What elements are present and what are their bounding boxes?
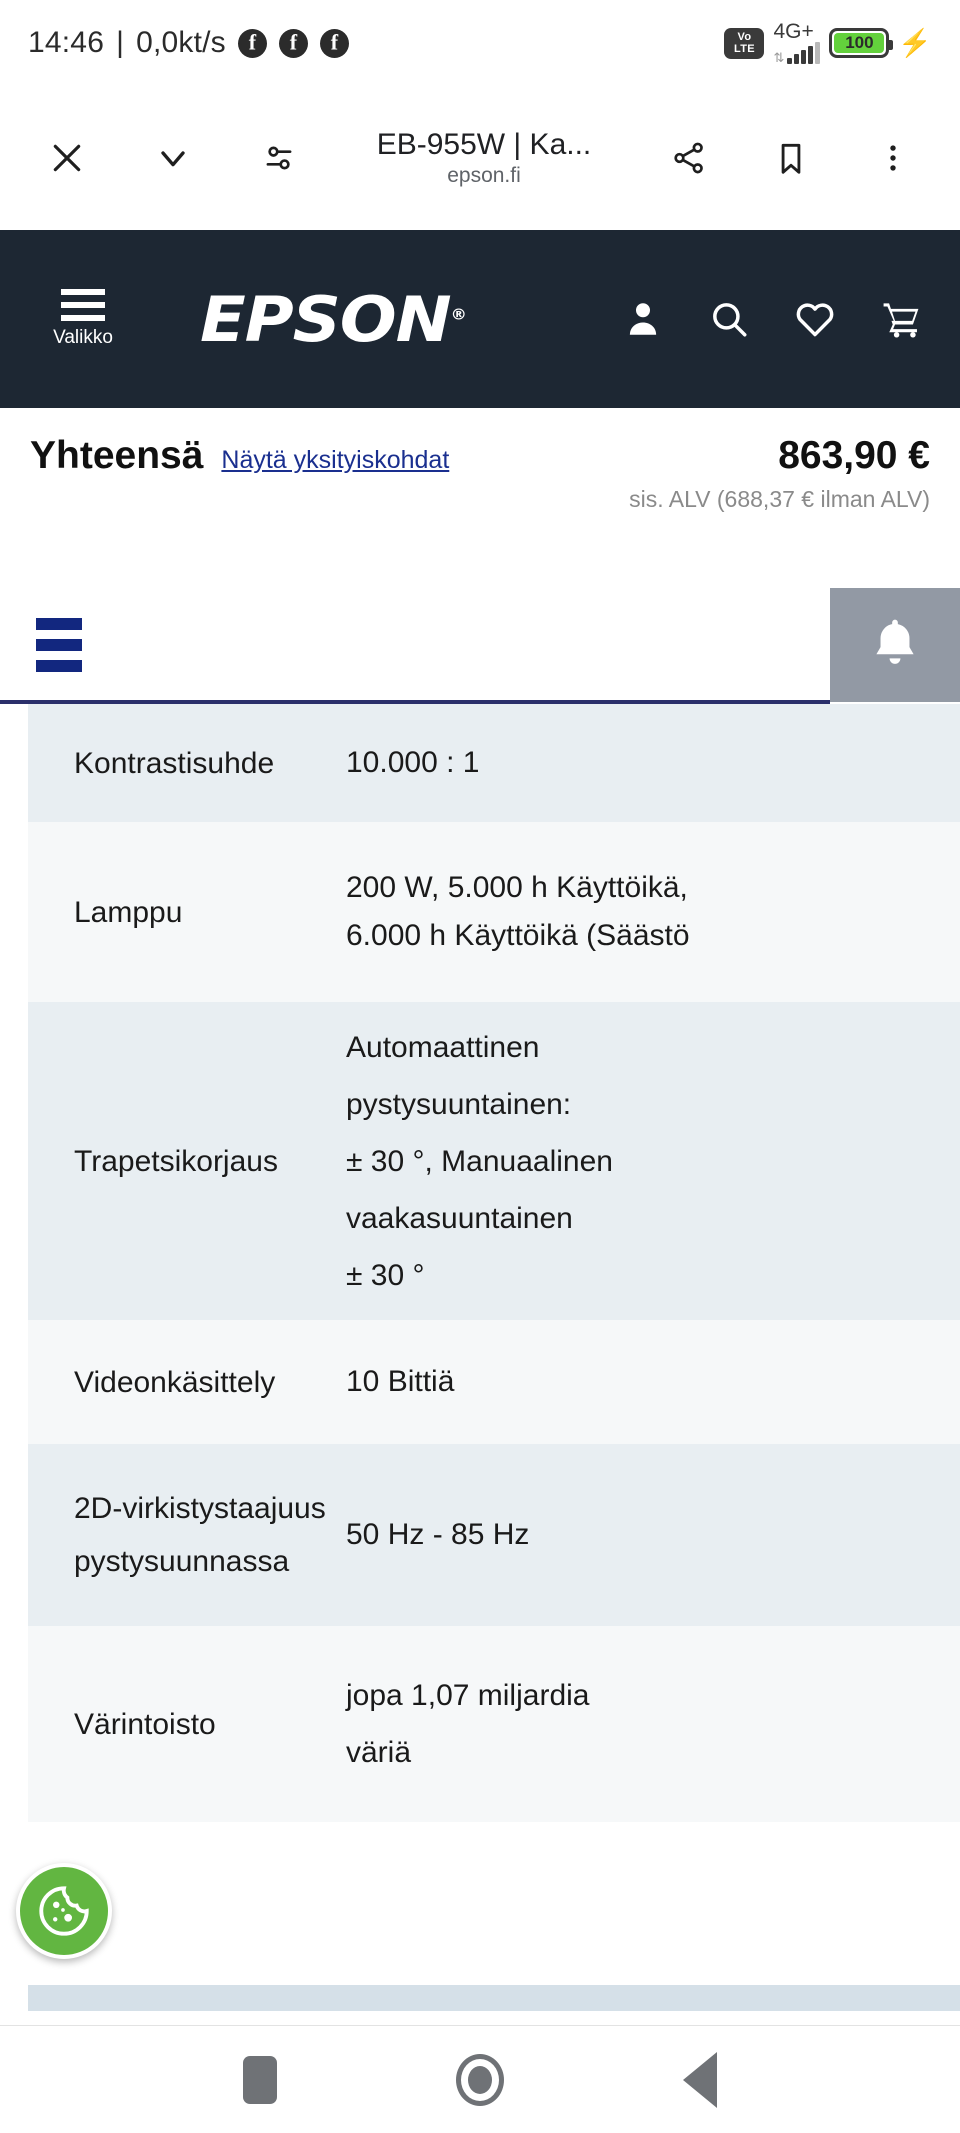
show-details-link[interactable]: Näytä yksityiskohdat <box>221 446 450 474</box>
signal-bars-icon: ⇅ <box>773 42 821 65</box>
page-title: EB-955W | Ka... <box>376 128 592 161</box>
network-speed: 0,0kt/s <box>136 26 226 59</box>
bell-icon <box>876 619 914 664</box>
spec-key: Lamppu <box>74 895 183 929</box>
spec-key: Värintoisto <box>74 1707 216 1741</box>
spec-value: 50 Hz - 85 Hz <box>346 1518 530 1551</box>
total-label: Yhteensä <box>30 434 204 477</box>
total-left-group: Yhteensä Näytä yksityiskohdat <box>30 434 449 478</box>
cookie-icon <box>39 1886 89 1936</box>
total-right-group: 863,90 € sis. ALV (688,37 € ilman ALV) <box>629 434 930 514</box>
spec-value: 10.000 : 1 <box>346 746 480 779</box>
toolbar-divider <box>0 700 830 704</box>
volte-icon: Vo LTE <box>724 27 765 59</box>
spec-key: Trapetsikorjaus <box>74 1144 278 1178</box>
facebook-icon <box>278 28 308 58</box>
status-separator: | <box>116 26 125 59</box>
android-status-bar: 14:46 | 0,0kt/s Vo LTE 4G+ ⇅ 100 ⚡ <box>0 0 960 86</box>
battery-icon: 100 <box>829 28 894 58</box>
notification-bell-button[interactable] <box>830 588 960 702</box>
status-bar-right: Vo LTE 4G+ ⇅ 100 ⚡ <box>724 20 932 65</box>
header-icon-group <box>620 296 924 342</box>
table-row: Värintoisto jopa 1,07 miljardia väriä <box>28 1626 960 1822</box>
volte-line-1: Vo <box>737 31 752 43</box>
status-bar-left: 14:46 | 0,0kt/s <box>28 26 349 60</box>
table-row: Videonkäsittely 10 Bittiä <box>28 1320 960 1444</box>
address-bar[interactable]: EB-955W | Ka... epson.fi <box>310 127 658 189</box>
order-total-block: Yhteensä Näytä yksityiskohdat 863,90 € s… <box>0 408 960 568</box>
table-row: Kontrastisuhde 10.000 : 1 <box>28 704 960 822</box>
hamburger-icon <box>61 289 105 321</box>
epson-logo-text: EPSON <box>200 282 452 356</box>
share-icon[interactable] <box>658 127 720 189</box>
site-header: Valikko EPSON® <box>0 230 960 408</box>
account-icon[interactable] <box>620 296 666 342</box>
spec-key: Videonkäsittely <box>74 1365 276 1399</box>
table-row: 2D-virkistystaajuus pystysuunnassa 50 Hz… <box>28 1444 960 1626</box>
table-menu-button[interactable] <box>36 618 82 672</box>
home-circle-icon[interactable] <box>445 2045 515 2115</box>
total-price: 863,90 € <box>778 434 930 477</box>
recents-square-icon[interactable] <box>225 2045 295 2115</box>
charging-bolt-icon: ⚡ <box>898 27 932 58</box>
browser-toolbar: EB-955W | Ka... epson.fi <box>0 86 960 230</box>
spec-value: Automaattinen pystysuuntainen: ± 30 °, M… <box>346 1030 613 1292</box>
table-row: Trapetsikorjaus Automaattinen pystysuunt… <box>28 1002 960 1320</box>
back-triangle-icon[interactable] <box>665 2045 735 2115</box>
spec-key: 2D-virkistystaajuus pystysuunnassa <box>74 1492 326 1578</box>
table-toolbar <box>0 588 960 702</box>
facebook-icon <box>319 28 349 58</box>
page-url: epson.fi <box>447 164 521 187</box>
wishlist-heart-icon[interactable] <box>792 296 838 342</box>
facebook-icon <box>237 28 267 58</box>
status-clock: 14:46 <box>28 26 105 59</box>
close-icon[interactable] <box>36 127 98 189</box>
search-icon[interactable] <box>706 296 752 342</box>
next-section-strip <box>28 1985 960 2011</box>
chevron-down-icon[interactable] <box>142 127 204 189</box>
specifications-table: Kontrastisuhde 10.000 : 1 Lamppu 200 W, … <box>28 704 960 1822</box>
data-arrows-icon: ⇅ <box>773 50 785 65</box>
battery-level-label: 100 <box>834 33 885 53</box>
more-vertical-icon[interactable] <box>862 127 924 189</box>
android-nav-bar <box>0 2025 960 2133</box>
spec-value: jopa 1,07 miljardia väriä <box>346 1679 590 1769</box>
cart-icon[interactable] <box>878 296 924 342</box>
page-settings-icon[interactable] <box>248 127 310 189</box>
registered-mark: ® <box>450 304 467 323</box>
volte-line-2: LTE <box>734 43 755 55</box>
spec-value: 200 W, 5.000 h Käyttöikä, 6.000 h Käyttö… <box>346 871 690 952</box>
spec-key: Kontrastisuhde <box>74 746 275 780</box>
epson-logo[interactable]: EPSON® <box>200 282 467 356</box>
site-menu-label: Valikko <box>53 327 113 348</box>
table-row: Lamppu 200 W, 5.000 h Käyttöikä, 6.000 h… <box>28 822 960 1002</box>
network-indicator: 4G+ ⇅ <box>773 20 821 65</box>
site-menu-button[interactable]: Valikko <box>28 289 138 349</box>
cookie-settings-button[interactable] <box>16 1863 112 1959</box>
total-vat-note: sis. ALV (688,37 € ilman ALV) <box>629 486 930 512</box>
spec-value: 10 Bittiä <box>346 1365 455 1398</box>
network-type-label: 4G+ <box>773 20 814 43</box>
bookmark-icon[interactable] <box>760 127 822 189</box>
